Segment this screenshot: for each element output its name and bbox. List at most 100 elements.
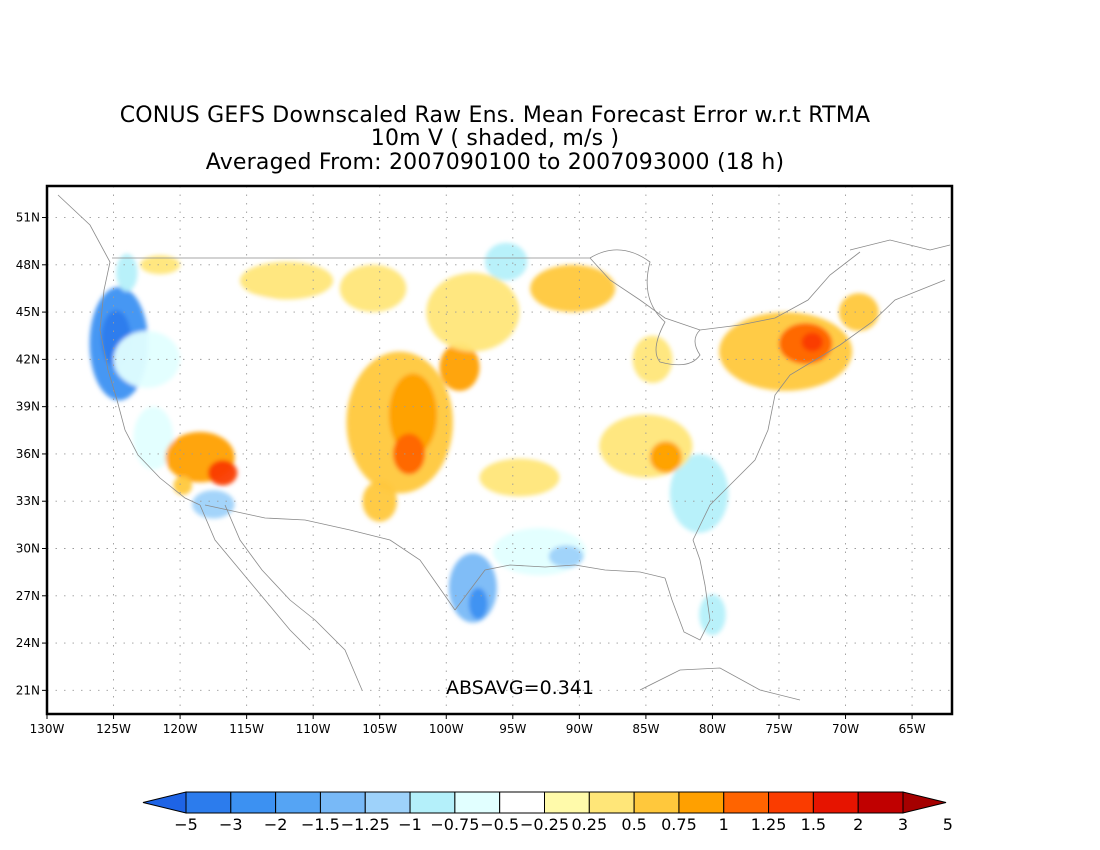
colorbar-box <box>857 791 904 814</box>
x-tick-label: 75W <box>765 722 792 736</box>
colorbar-label: −3 <box>219 815 243 834</box>
region-maine-positive <box>838 293 879 332</box>
colorbar-label: −2 <box>264 815 288 834</box>
colorbar-label: 5 <box>943 815 953 834</box>
chart-period: Averaged From: 2007090100 to 2007093000 … <box>205 150 785 175</box>
colorbar-box <box>275 791 321 814</box>
x-tick-label: 105W <box>362 722 397 736</box>
region-california-positive <box>140 255 181 275</box>
colorbar-box <box>723 791 770 814</box>
y-tick-label: 36N <box>16 447 40 461</box>
colorbar-label: −1.5 <box>301 815 340 834</box>
colorbar-box <box>633 791 680 814</box>
colorbar-label: 3 <box>898 815 908 834</box>
region-nevada-negative <box>255 383 304 447</box>
florida-coast-line <box>664 539 711 641</box>
colorbar-box <box>409 791 456 814</box>
y-tick-label: 51N <box>16 211 40 225</box>
region-louisiana-negative <box>548 545 584 568</box>
colorbar-box <box>678 791 725 814</box>
colorbar-label: −5 <box>174 815 198 834</box>
region-nebraska-positive <box>439 343 480 391</box>
colorbar-label: 0.75 <box>661 815 697 834</box>
chart-subtitle: 10m V ( shaded, m/s ) <box>370 126 620 151</box>
region-cal-coast-negative <box>133 406 174 470</box>
colorbar-label: −0.5 <box>480 815 519 834</box>
y-tick-label: 27N <box>16 589 40 603</box>
y-tick-label: 24N <box>16 636 40 650</box>
region-dakota-negative <box>484 242 528 281</box>
colorbar-box <box>544 791 590 814</box>
colorbar-box <box>768 791 814 814</box>
y-tick-label: 21N <box>16 683 40 697</box>
region-great-basin-negative <box>113 331 181 388</box>
region-cascade-negative <box>116 253 138 292</box>
error-field <box>89 242 879 636</box>
x-tick-label: 70W <box>832 722 859 736</box>
x-tick-label: 85W <box>632 722 659 736</box>
colorbar-label: −0.25 <box>520 815 569 834</box>
chart-title: CONUS GEFS Downscaled Raw Ens. Mean Fore… <box>119 103 871 128</box>
region-tennessee-core <box>649 441 682 473</box>
x-tick-label: 90W <box>566 722 593 736</box>
region-baja-positive <box>173 476 193 495</box>
y-tick-label: 45N <box>16 305 40 319</box>
mexico-border-line <box>204 504 456 611</box>
map-frame <box>45 184 954 716</box>
yucatan-line <box>639 667 801 701</box>
colorbar-box <box>185 791 232 814</box>
region-gulf-coast-negative <box>619 524 686 573</box>
region-tennessee-positive <box>599 414 693 478</box>
colorbar-box <box>499 791 545 814</box>
colorbar-label: 1.5 <box>801 815 826 834</box>
region-great-lakes-positive <box>530 264 616 313</box>
y-tick-label: 42N <box>16 352 40 366</box>
x-tick-label: 120W <box>163 722 198 736</box>
region-kansas-core <box>393 433 425 475</box>
coastline <box>57 194 951 701</box>
y-tick-label: 39N <box>16 400 40 414</box>
colorbar-box <box>454 791 501 814</box>
colorbar-label: −1.25 <box>341 815 390 834</box>
absavg-annotation: ABSAVG=0.341 <box>446 677 594 699</box>
y-axis: 21N 24N 27N 30N 33N 36N 39N 42N 45N 48N 51N <box>16 211 47 697</box>
x-tick-label: 110W <box>296 722 331 736</box>
y-tick-label: 48N <box>16 258 40 272</box>
region-michigan-positive <box>632 335 673 384</box>
colorbar-label: 0.25 <box>572 815 608 834</box>
region-southeast-negative <box>669 453 729 533</box>
region-arizona-core <box>208 460 238 486</box>
colorbar-box <box>230 791 277 814</box>
x-axis: 130W 125W 120W 115W 110W 105W 100W 95W 90W 85W 80W… <box>30 714 926 736</box>
x-tick-label: 80W <box>699 722 726 736</box>
x-tick-label: 125W <box>96 722 131 736</box>
colorbar-high-arrow <box>902 791 947 814</box>
colorbar: −5 −3 −2 −1.5 −1.25 −1 −0.75 −0.5 −0.25 0.25 0.5 0.… <box>142 791 953 834</box>
region-oklahoma-positive <box>479 458 560 497</box>
grid <box>47 186 952 714</box>
baja-coast-line <box>199 504 311 651</box>
region-northern-rockies-positive <box>239 261 334 300</box>
great-lakes-line <box>589 249 701 366</box>
x-tick-label: 65W <box>899 722 926 736</box>
colorbar-label: −1 <box>398 815 422 834</box>
x-tick-label: 100W <box>429 722 464 736</box>
colorbar-box <box>364 791 411 814</box>
colorbar-box <box>588 791 635 814</box>
x-tick-label: 95W <box>499 722 526 736</box>
region-montana-positive <box>339 264 407 313</box>
y-tick-label: 33N <box>16 494 40 508</box>
colorbar-label: 1.25 <box>751 815 787 834</box>
nova-scotia-line <box>849 239 951 251</box>
region-colorado-core <box>389 373 437 456</box>
region-florida-negative <box>699 594 726 636</box>
y-tick-label: 30N <box>16 542 40 556</box>
region-newyork-max <box>801 332 823 352</box>
region-south-texas-core <box>468 587 488 620</box>
colorbar-label: −0.75 <box>430 815 479 834</box>
mexico-coast-line <box>224 504 363 691</box>
colorbar-low-arrow <box>142 791 187 814</box>
colorbar-box <box>319 791 366 814</box>
colorbar-label: 1 <box>719 815 729 834</box>
